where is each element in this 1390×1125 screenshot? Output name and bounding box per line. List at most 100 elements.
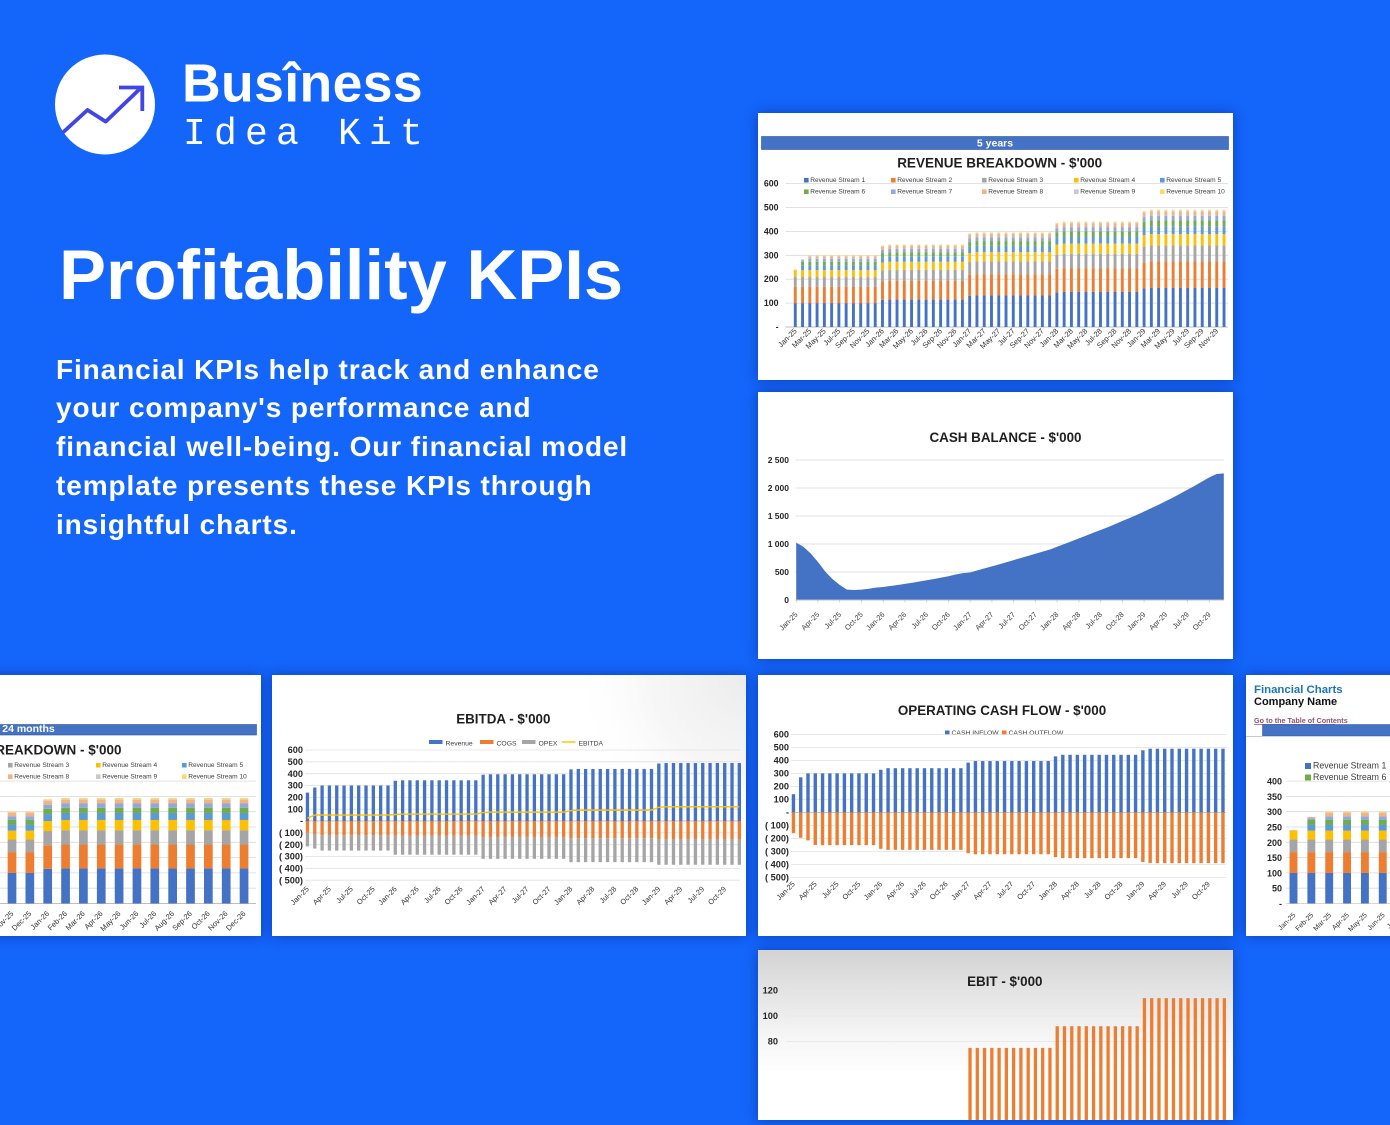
svg-text:Jan-29: Jan-29 xyxy=(1123,880,1145,902)
svg-text:Revenue Stream 6: Revenue Stream 6 xyxy=(1313,772,1386,782)
svg-text:Jul-27: Jul-27 xyxy=(510,885,531,906)
svg-text:Revenue Stream 3: Revenue Stream 3 xyxy=(988,177,1043,184)
svg-text:400: 400 xyxy=(773,756,788,766)
svg-text:Jun-26: Jun-26 xyxy=(118,909,141,932)
svg-text:Jan-26: Jan-26 xyxy=(861,880,883,902)
svg-text:300: 300 xyxy=(773,769,788,779)
svg-text:Jan-25: Jan-25 xyxy=(1277,912,1297,932)
svg-text:Apr-27: Apr-27 xyxy=(971,880,993,902)
svg-text:Mar-25: Mar-25 xyxy=(1312,912,1333,933)
svg-text:( 200): ( 200) xyxy=(279,840,303,850)
svg-text:CASH BALANCE - $'000: CASH BALANCE - $'000 xyxy=(929,430,1081,445)
svg-text:Oct-25: Oct-25 xyxy=(840,880,862,902)
svg-text:600: 600 xyxy=(773,730,788,740)
svg-text:( 400): ( 400) xyxy=(764,860,788,870)
svg-text:80: 80 xyxy=(767,1037,777,1047)
svg-text:Jan-25: Jan-25 xyxy=(289,885,311,907)
svg-text:Jan-27: Jan-27 xyxy=(949,880,971,902)
svg-text:-: - xyxy=(775,322,778,332)
svg-text:200: 200 xyxy=(288,793,303,803)
svg-text:Oct-28: Oct-28 xyxy=(618,885,640,907)
svg-text:Dec-25: Dec-25 xyxy=(10,909,33,932)
svg-text:Apr-25: Apr-25 xyxy=(311,885,333,907)
svg-text:Apr-28: Apr-28 xyxy=(1058,880,1080,902)
svg-text:Oct-29: Oct-29 xyxy=(1190,610,1212,632)
svg-text:Sep-26: Sep-26 xyxy=(170,909,193,932)
svg-text:Oct-28: Oct-28 xyxy=(1102,880,1124,902)
svg-text:200: 200 xyxy=(763,274,778,284)
svg-text:300: 300 xyxy=(288,781,303,791)
svg-text:Revenue Stream 4: Revenue Stream 4 xyxy=(102,762,157,769)
svg-text:Jul-28: Jul-28 xyxy=(1083,610,1104,631)
svg-text:400: 400 xyxy=(288,769,303,779)
svg-text:Jul-28: Jul-28 xyxy=(1082,880,1103,901)
svg-text:-: - xyxy=(300,816,303,826)
svg-text:Revenue Stream 8: Revenue Stream 8 xyxy=(988,189,1043,196)
svg-text:Revenue Stream 5: Revenue Stream 5 xyxy=(188,762,243,769)
svg-text:Revenue Stream 1: Revenue Stream 1 xyxy=(810,177,865,184)
svg-text:Revenue Stream 2: Revenue Stream 2 xyxy=(897,177,952,184)
svg-text:( 100): ( 100) xyxy=(279,828,303,838)
svg-text:2 500: 2 500 xyxy=(767,455,789,465)
svg-text:Jul-29: Jul-29 xyxy=(686,885,707,906)
svg-text:Jun-25: Jun-25 xyxy=(1367,912,1387,932)
svg-text:Jul-27: Jul-27 xyxy=(994,880,1015,901)
svg-text:( 300): ( 300) xyxy=(279,852,303,862)
svg-text:Jul-26: Jul-26 xyxy=(422,885,443,906)
svg-text:Apr-29: Apr-29 xyxy=(662,885,684,907)
svg-text:500: 500 xyxy=(763,203,778,213)
svg-text:Jul-25: Jul-25 xyxy=(1386,912,1390,931)
svg-text:EBIT - $'000: EBIT - $'000 xyxy=(967,974,1042,989)
svg-text:Jan-26: Jan-26 xyxy=(864,610,886,632)
svg-text:( 100): ( 100) xyxy=(764,821,788,831)
svg-text:2 000: 2 000 xyxy=(767,483,789,493)
svg-text:Company Name: Company Name xyxy=(1254,696,1337,708)
svg-text:Idea Kit: Idea Kit xyxy=(183,113,431,156)
svg-text:Feb-25: Feb-25 xyxy=(1295,912,1316,933)
svg-text:300: 300 xyxy=(1267,807,1282,817)
svg-text:Jan-28: Jan-28 xyxy=(1038,610,1060,632)
svg-text:Jul-29: Jul-29 xyxy=(1170,610,1191,631)
svg-text:Revenue: Revenue xyxy=(446,741,473,748)
svg-text:Revenue Stream 6: Revenue Stream 6 xyxy=(810,189,865,196)
svg-text:Mar-26: Mar-26 xyxy=(64,909,87,932)
svg-text:Apr-27: Apr-27 xyxy=(973,610,995,632)
svg-text:Jan-28: Jan-28 xyxy=(552,885,574,907)
svg-text:100: 100 xyxy=(288,804,303,814)
svg-text:Oct-25: Oct-25 xyxy=(355,885,377,907)
svg-text:150: 150 xyxy=(1267,853,1282,863)
svg-text:-: - xyxy=(1279,899,1282,909)
svg-text:( 400): ( 400) xyxy=(279,864,303,874)
svg-text:Oct-26: Oct-26 xyxy=(443,885,465,907)
svg-text:( 200): ( 200) xyxy=(764,834,788,844)
svg-text:COGS: COGS xyxy=(497,741,517,748)
svg-text:Oct-29: Oct-29 xyxy=(1189,880,1211,902)
svg-text:Revenue Stream 5: Revenue Stream 5 xyxy=(1166,177,1221,184)
svg-text:Revenue Stream 7: Revenue Stream 7 xyxy=(897,189,952,196)
svg-text:400: 400 xyxy=(763,226,778,236)
svg-text:Revenue Stream 3: Revenue Stream 3 xyxy=(14,762,69,769)
svg-text:May-26: May-26 xyxy=(98,909,122,933)
svg-text:Apr-27: Apr-27 xyxy=(486,885,508,907)
svg-text:500: 500 xyxy=(288,757,303,767)
svg-text:5 years: 5 years xyxy=(976,138,1012,150)
svg-text:1 000: 1 000 xyxy=(767,539,789,549)
svg-text:600: 600 xyxy=(763,179,778,189)
svg-text:OPERATING CASH FLOW - $'000: OPERATING CASH FLOW - $'000 xyxy=(897,703,1105,718)
svg-text:120: 120 xyxy=(762,986,777,996)
svg-text:CASH OUTFLOW: CASH OUTFLOW xyxy=(1008,730,1063,737)
svg-text:0: 0 xyxy=(784,595,789,605)
svg-text:Jan-27: Jan-27 xyxy=(951,610,973,632)
svg-text:Oct-27: Oct-27 xyxy=(530,885,552,907)
svg-text:Jan-25: Jan-25 xyxy=(774,880,796,902)
svg-text:Dec-26: Dec-26 xyxy=(224,909,247,932)
svg-text:100: 100 xyxy=(762,1011,777,1021)
svg-text:Oct-26: Oct-26 xyxy=(929,610,951,632)
svg-text:Oct-26: Oct-26 xyxy=(927,880,949,902)
svg-text:Go to the Table of Contents: Go to the Table of Contents xyxy=(1254,716,1348,725)
svg-text:Jul-25: Jul-25 xyxy=(334,885,355,906)
svg-text:Financial Charts: Financial Charts xyxy=(1254,684,1343,696)
svg-text:( 500): ( 500) xyxy=(279,875,303,885)
svg-text:Oct-25: Oct-25 xyxy=(842,610,864,632)
svg-text:Apr-28: Apr-28 xyxy=(574,885,596,907)
